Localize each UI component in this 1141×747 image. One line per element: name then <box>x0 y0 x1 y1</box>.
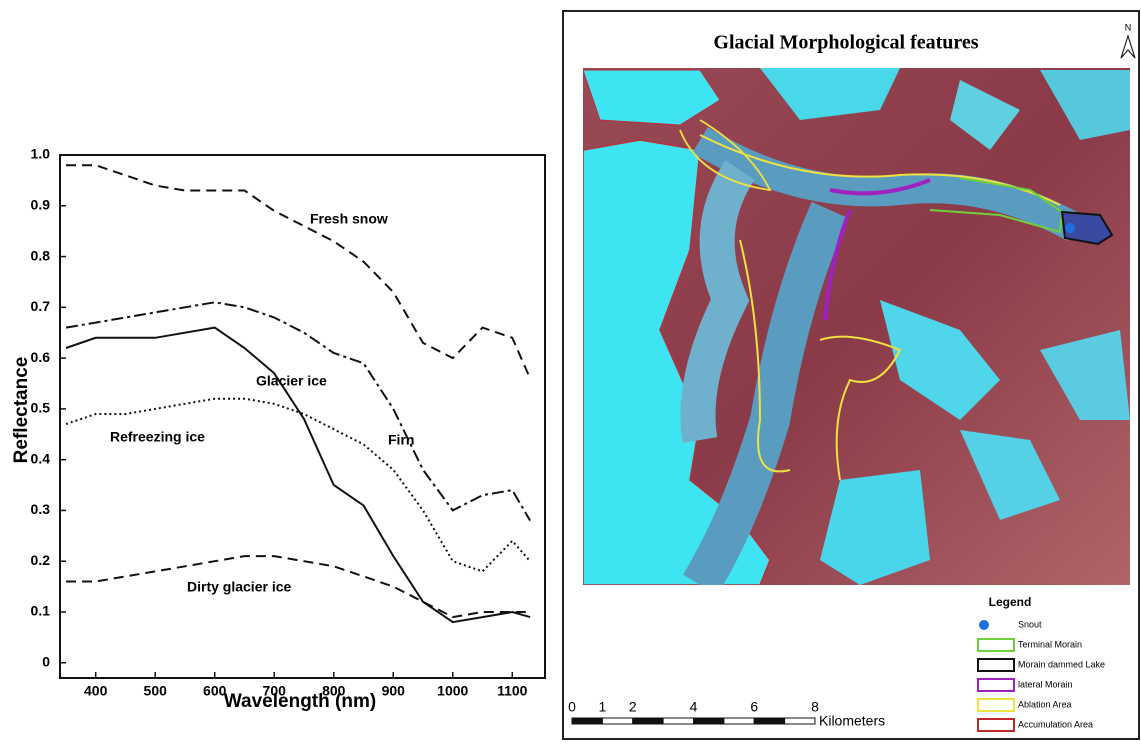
scale-label: 0 <box>568 699 576 715</box>
x-tick-label: 400 <box>84 683 108 699</box>
scale-unit: Kilometers <box>819 713 885 729</box>
north-arrow <box>1121 36 1135 58</box>
x-tick-label: 700 <box>263 683 287 699</box>
scale-block <box>724 718 754 724</box>
series-label: Dirty glacier ice <box>187 579 291 595</box>
series-line <box>66 165 530 378</box>
legend-label: Accumulation Area <box>1018 719 1093 729</box>
scale-block <box>663 718 693 724</box>
x-tick-label: 900 <box>382 683 406 699</box>
series-line <box>66 399 530 572</box>
series-label: Fresh snow <box>310 211 388 227</box>
legend-label: Terminal Morain <box>1018 639 1082 649</box>
y-tick-label: 0.4 <box>31 450 51 466</box>
legend-swatch <box>978 659 1014 671</box>
legend-swatch <box>978 719 1014 731</box>
scale-block <box>785 718 815 724</box>
y-tick-label: 0.5 <box>31 400 51 416</box>
y-tick-label: 0 <box>42 653 50 669</box>
scale-block <box>694 718 724 724</box>
scale-label: 1 <box>598 699 606 715</box>
series-label: Firn <box>388 432 414 448</box>
map-title: Glacial Morphological features <box>713 32 978 54</box>
x-tick-label: 1000 <box>437 683 468 699</box>
scale-block <box>633 718 663 724</box>
legend-swatch <box>978 679 1014 691</box>
y-tick-label: 0.2 <box>31 552 51 568</box>
legend-title: Legend <box>989 595 1032 609</box>
legend-swatch <box>978 639 1014 651</box>
y-tick-label: 0.1 <box>31 603 51 619</box>
x-tick-label: 1100 <box>497 683 528 699</box>
y-tick-label: 0.3 <box>31 501 51 517</box>
north-label: N <box>1125 22 1132 32</box>
map-image <box>583 68 1130 585</box>
series-label: Glacier ice <box>256 373 327 389</box>
x-tick-label: 600 <box>203 683 227 699</box>
figure: Wavelength (nm) Reflectance 400500600700… <box>0 0 1141 742</box>
series-line <box>66 556 530 617</box>
y-tick-label: 0.7 <box>31 298 51 314</box>
legend-label: Snout <box>1018 619 1042 629</box>
legend-label: Morain dammed Lake <box>1018 659 1105 669</box>
scale-label: 2 <box>629 699 637 715</box>
legend-swatch <box>979 620 989 630</box>
scale-label: 4 <box>690 699 698 715</box>
legend-label: Ablation Area <box>1018 699 1072 709</box>
plot-area: 400 500 600 700 800 900 1000 1100 0 0.1 0.2 0.3 0.4 0… <box>31 146 531 699</box>
scale-label: 8 <box>811 699 819 715</box>
x-tick-label: 800 <box>322 683 346 699</box>
legend-label: lateral Morain <box>1018 679 1073 689</box>
x-tick-label: 500 <box>144 683 168 699</box>
legend-swatch <box>978 699 1014 711</box>
series-label: Refreezing ice <box>110 429 205 445</box>
scale-block <box>602 718 632 724</box>
map-legend: Legend Snout Terminal Morain Morain dammed… <box>978 595 1105 731</box>
scale-label: 6 <box>750 699 758 715</box>
y-tick-label: 0.9 <box>31 196 51 212</box>
y-tick-label: 0.6 <box>31 349 51 365</box>
y-tick-label: 0.8 <box>31 247 51 263</box>
x-axis-label: Wavelength (nm) <box>224 691 376 712</box>
scale-block <box>572 718 602 724</box>
scale-block <box>754 718 784 724</box>
y-axis-label: Reflectance <box>11 357 32 464</box>
y-tick-label: 1.0 <box>31 146 51 162</box>
